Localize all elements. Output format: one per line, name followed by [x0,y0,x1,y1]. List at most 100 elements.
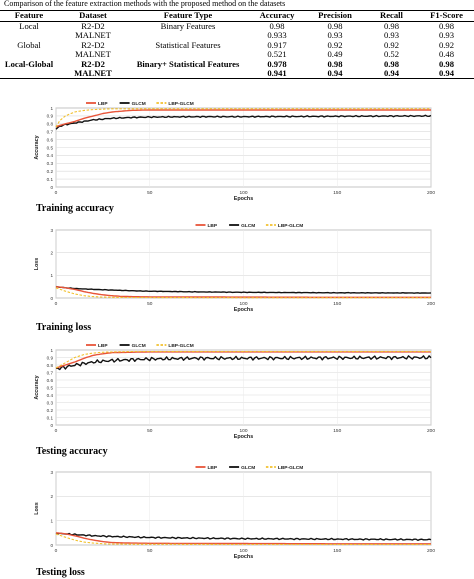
y-tick-label: 0.5 [47,385,54,390]
legend-label: GLCM [132,101,146,107]
y-tick-label: 0.6 [47,378,54,383]
table-cell-feature: Local [19,21,39,31]
table-cell-f1: 0.98 [438,58,455,69]
series-line-glcm [55,285,432,294]
legend-label: GLCM [241,223,255,229]
table-cell-recall: 0.98 [383,58,400,69]
y-tick-label: 0.8 [47,363,54,368]
x-axis-label: Epochs [234,554,253,560]
table-cell-f1: 0.98 [438,21,455,31]
x-tick-label: 100 [239,548,247,554]
legend-label: LBP [98,101,108,107]
table-cell-precision: 0.98 [327,58,343,69]
y-tick-label: 0.1 [47,177,54,182]
y-tick-label: 0.2 [47,408,54,413]
y-tick-label: 0.1 [47,415,54,420]
y-axis-label: Loss [34,258,40,271]
legend-label: LBP-GLCM [168,343,193,349]
x-tick-label: 100 [239,428,247,434]
x-tick-label: 50 [147,548,153,554]
header-f1-score: F1-Score [430,10,463,21]
x-tick-label: 100 [239,301,247,307]
series-line-glcm [56,355,432,371]
table-cell-dataset: R2-D2 [81,39,105,50]
series-line-lbp [55,109,431,128]
x-tick-label: 50 [147,190,153,196]
table-cell-accuracy: 0.941 [267,68,287,79]
x-axis-label: Epochs [234,196,253,202]
table-cell-accuracy: 0.521 [267,49,287,60]
y-tick-label: 0.8 [47,122,54,127]
y-tick-label: 0.9 [47,355,54,360]
table-cell-precision: 0.94 [327,68,343,79]
table-row: Global R2-D2 Statistical Features 0.917 0.92… [0,39,474,50]
training-loss-subtitle: Training loss [36,322,92,333]
table-cell-precision: 0.93 [327,30,343,41]
training-accuracy-chart: 0 0.1 0.2 0.3 0.4 0.5 0.6 0.7 0.8 0.9 1 0 50 100 150 20… [0,100,474,218]
y-tick-label: 1 [50,348,53,353]
table-cell-accuracy: 0.917 [267,39,287,50]
y-tick-label: 0.4 [47,153,54,158]
y-tick-label: 3 [50,228,53,233]
table-cell-recall: 0.92 [383,39,400,50]
y-tick-label: 1 [50,106,53,111]
x-axis-label: Epochs [234,307,253,313]
x-tick-label: 150 [333,301,341,307]
table-cell-dataset: R2-D2 [81,21,105,31]
y-tick-label: 2 [50,494,53,499]
x-axis-label: Epochs [234,434,253,440]
y-tick-label: 0 [50,543,53,548]
table-cell-type: Binary Features [160,21,216,31]
x-tick-label: 0 [55,190,58,196]
training-accuracy-subtitle: Training accuracy [36,203,114,214]
x-tick-label: 200 [427,548,435,554]
x-tick-label: 200 [427,428,435,434]
y-tick-label: 0 [50,296,53,301]
table-caption: Comparison of the feature extraction met… [4,0,286,8]
x-tick-label: 150 [333,190,341,196]
x-tick-label: 0 [55,548,58,554]
series-line-lbp-glcm [55,350,431,369]
legend-label: GLCM [132,343,146,349]
y-tick-label: 3 [50,470,53,475]
y-tick-label: 0.2 [47,169,54,174]
table-cell-dataset: MALNET [74,68,112,79]
x-tick-label: 50 [147,428,153,434]
x-tick-label: 0 [55,301,58,307]
legend-label: LBP [208,223,218,229]
y-tick-label: 1 [50,273,53,278]
legend-label: LBP [208,465,218,471]
y-tick-label: 1 [50,518,53,523]
header-dataset: Dataset [79,10,107,21]
y-axis-label: Accuracy [34,375,40,399]
series-line-glcm [55,114,432,130]
training-loss-chart: 0 1 2 3 0 50 100 150 200 Epochs Loss LBP GLCM LBP-GLC… [0,218,474,336]
legend-label: GLCM [241,465,255,471]
table-row: MALNET 0.933 0.93 0.93 0.93 [0,30,474,41]
y-axis-label: Loss [34,502,40,515]
table-cell-precision: 0.92 [327,39,343,50]
table-cell-type: Statistical Features [155,39,221,50]
testing-loss-subtitle: Testing loss [36,567,85,578]
series-line-lbp-glcm [55,108,431,128]
x-tick-label: 100 [239,190,247,196]
table-cell-precision: 0.49 [327,49,343,60]
header-feature-type: Feature Type [163,10,213,21]
table-cell-recall: 0.52 [383,49,400,60]
header-accuracy: Accuracy [259,10,295,21]
y-tick-label: 0.9 [47,114,54,119]
x-tick-label: 150 [333,548,341,554]
y-tick-label: 0 [50,185,53,190]
table-cell-precision: 0.98 [327,21,343,31]
table-header-row: Feature Dataset Feature Type Accuracy Pr… [0,10,474,22]
table-row: Local R2-D2 Binary Features 0.98 0.98 0.98 0.9… [0,21,474,32]
training-loss-svg: 0 1 2 3 0 50 100 150 200 Epochs Loss LBP GLCM LBP-GLC… [34,223,435,313]
x-tick-label: 200 [427,190,435,196]
series-line-glcm [55,532,432,542]
legend-label: LBP [98,343,108,349]
table-cell-f1: 0.94 [438,68,455,79]
y-tick-label: 0.5 [47,145,54,150]
training-accuracy-svg: 0 0.1 0.2 0.3 0.4 0.5 0.6 0.7 0.8 0.9 1 0 50 100 150 20… [34,101,435,202]
testing-accuracy-svg: 0 0.1 0.2 0.3 0.4 0.5 0.6 0.7 0.8 0.9 1 0 50 100 150 20… [34,343,435,440]
y-tick-label: 0.3 [47,400,54,405]
